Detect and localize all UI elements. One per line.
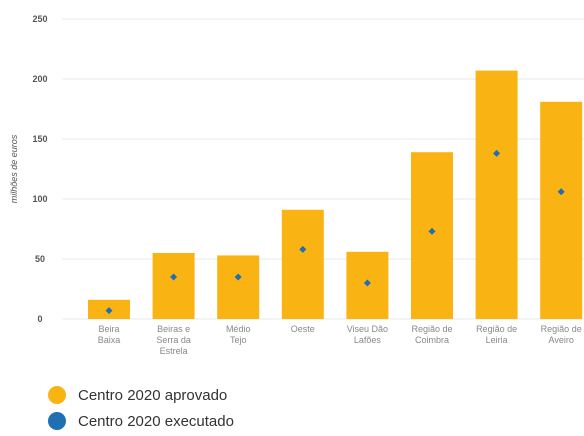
marker-executado-7 [557,188,565,196]
y-axis-label: milhões de euros [9,134,19,203]
marker-executado-3 [299,245,307,253]
y-tick-label-250: 250 [32,14,47,24]
legend-label-aprovado: Centro 2020 aprovado [78,386,228,404]
marker-executado-1 [170,273,178,281]
bar-aprovado-3 [281,209,324,319]
x-tick-label-4: Viseu Dão Lafões [347,324,388,345]
x-tick-label-0: Beira Baixa [98,324,121,345]
x-tick-line-0-1: Baixa [98,335,121,345]
x-tick-line-5-0: Região de [411,324,452,334]
x-tick-label-2: Médio Tejo [226,324,251,345]
bar-aprovado-7 [540,101,583,319]
marker-executado-5 [428,227,436,235]
y-tick-label-150: 150 [32,134,47,144]
x-tick-label-7: Região de Aveiro [541,324,582,345]
bar-chart: 0 50 100 150 200 250 milhões de euros Beira Baix… [9,14,584,356]
x-tick-label-6: Região de Leiria [476,324,517,345]
bar-aprovado-5 [411,152,453,319]
legend-item-executado: Centro 2020 executado [48,410,234,432]
y-tick-label-50: 50 [35,254,45,264]
x-tick-label-1: Beiras e Serra da Estrela [156,324,191,356]
legend-label-executado: Centro 2020 executado [78,412,234,430]
marker-executado-0 [105,307,113,315]
x-tick-line-1-0: Beiras e [157,324,190,334]
legend: Centro 2020 aprovado Centro 2020 executa… [48,384,234,436]
x-tick-line-1-1: Serra da [156,335,191,345]
x-tick-line-7-0: Região de [541,324,582,334]
legend-swatch-executado [48,412,66,430]
x-tick-label-5: Região de Coimbra [411,324,452,345]
y-tick-label-0: 0 [37,314,42,324]
x-tick-line-4-0: Viseu Dão [347,324,388,334]
bar-aprovado-2 [217,255,260,319]
x-tick-line-0-0: Beira [98,324,119,334]
x-tick-line-5-1: Coimbra [415,335,449,345]
x-tick-label-3: Oeste [291,324,315,334]
marker-executado-2 [234,273,242,281]
bar-aprovado-6 [475,70,518,319]
x-tick-line-1-2: Estrela [160,346,188,356]
marker-executado-6 [493,149,501,157]
y-tick-label-200: 200 [32,74,47,84]
bar-aprovado-1 [152,253,195,319]
x-tick-line-2-0: Médio [226,324,251,334]
x-tick-line-6-0: Região de [476,324,517,334]
x-tick-line-7-1: Aveiro [549,335,574,345]
chart-area: 0 50 100 150 200 250 milhões de euros Beira Baix… [9,14,584,356]
marker-executado-4 [363,279,371,287]
x-tick-line-6-1: Leiria [486,335,508,345]
x-tick-line-2-1: Tejo [230,335,247,345]
x-tick-line-4-1: Lafões [354,335,382,345]
x-tick-line-3-0: Oeste [291,324,315,334]
legend-item-aprovado: Centro 2020 aprovado [48,384,234,406]
legend-swatch-aprovado [48,386,66,404]
y-tick-label-100: 100 [32,194,47,204]
